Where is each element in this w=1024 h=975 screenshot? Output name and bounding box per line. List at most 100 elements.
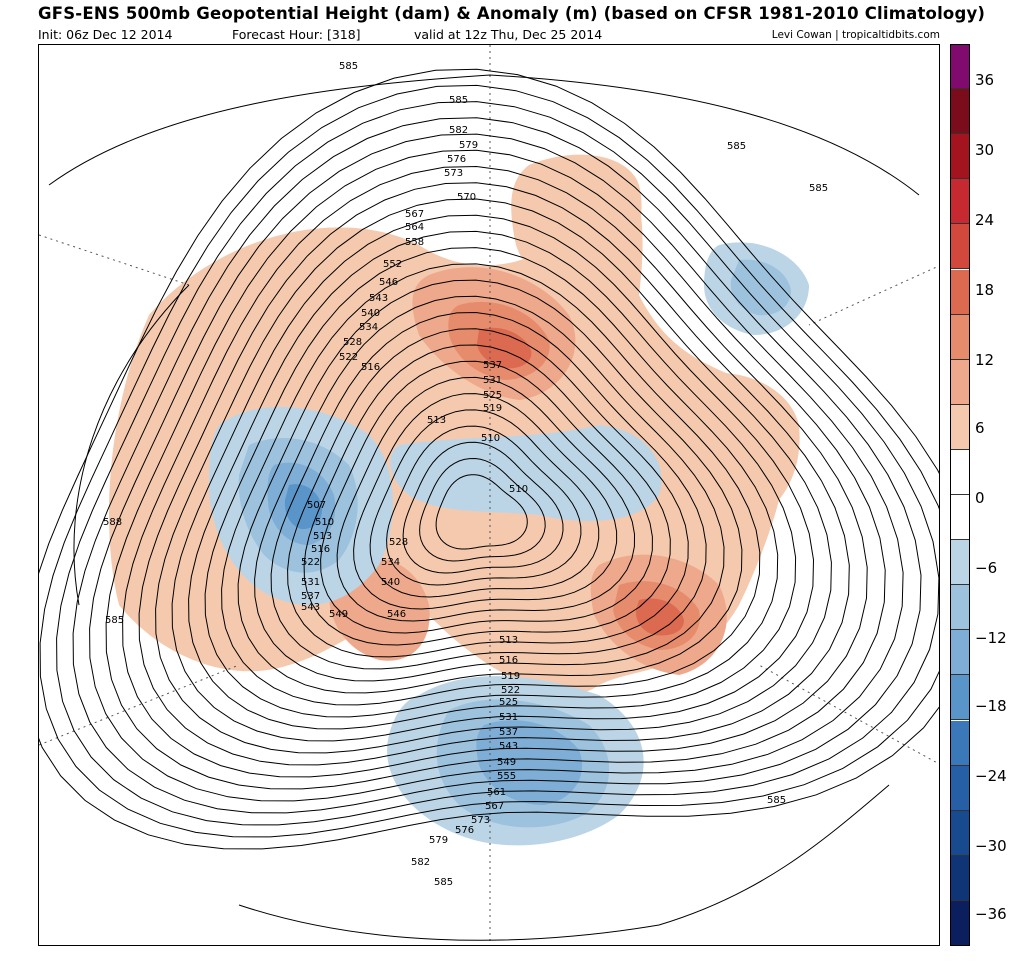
height-contour (72, 117, 922, 814)
contour-label: 582 (411, 857, 430, 868)
contour-label: 549 (497, 757, 516, 768)
colorbar-segment (950, 89, 970, 135)
contour-label: 519 (483, 403, 502, 414)
anomaly-negative (476, 720, 583, 805)
colorbar-segment (950, 630, 970, 676)
colorbar-segment (950, 449, 970, 495)
contour-label: 516 (499, 655, 518, 666)
height-contour (320, 360, 653, 634)
colorbar-label: 24 (975, 211, 995, 229)
colorbar-label: 30 (975, 141, 995, 159)
credit: Levi Cowan | tropicaltidbits.com (771, 29, 940, 41)
colorbar-segment (950, 900, 970, 946)
contour-label: 585 (449, 95, 468, 106)
height-contour (303, 344, 671, 646)
height-contour (171, 214, 815, 742)
contour-label: 513 (427, 415, 446, 426)
colorbar-label: −6 (975, 559, 998, 577)
colorbar-segment (950, 404, 970, 450)
contour-label: 564 (405, 222, 424, 233)
colorbar-label: −24 (975, 767, 1007, 785)
height-contour (336, 376, 636, 622)
contour-label: 525 (499, 697, 518, 708)
colorbar-label: −36 (975, 905, 1007, 923)
contour-label: 549 (329, 609, 348, 620)
height-contour (155, 198, 832, 754)
contour-label: 531 (499, 712, 518, 723)
map-panel: 585 585 582 579 576 573 570 567 564 558 552 546 543 5… (38, 44, 940, 946)
height-contour (122, 165, 868, 778)
contour-label: 585 (339, 61, 358, 72)
contour-label: 543 (301, 602, 320, 613)
forecast-hour: Forecast Hour: [318] (232, 27, 361, 42)
contour-label: 543 (369, 293, 388, 304)
contour-label: 540 (361, 308, 380, 319)
contour-label: 528 (389, 537, 408, 548)
height-contour (39, 84, 939, 838)
contour-labels: 5855855825795765735705675645585525465435… (103, 61, 828, 888)
height-contour (270, 311, 707, 670)
contour-label: 531 (301, 577, 320, 588)
contour-label: 537 (499, 727, 518, 738)
contour-label: 585 (434, 877, 453, 888)
contour-label: 561 (487, 787, 506, 798)
contour-label: 540 (381, 577, 400, 588)
colorbar-segment (950, 134, 970, 180)
colorbar-segment (950, 765, 970, 811)
contour-label: 555 (497, 771, 516, 782)
colorbar-label: −18 (975, 697, 1007, 715)
contour-label: 537 (301, 591, 320, 602)
contour-label: 567 (485, 801, 504, 812)
valid-time: valid at 12z Thu, Dec 25 2014 (414, 27, 603, 42)
contour-label: 576 (447, 154, 466, 165)
height-contour (221, 263, 761, 706)
colorbar-label: 18 (975, 281, 995, 299)
anomaly-negative (390, 425, 662, 521)
anomaly-positive (477, 327, 532, 369)
height-contour (287, 328, 689, 658)
contour-label: 513 (499, 635, 518, 646)
contour-label: 510 (509, 484, 528, 495)
height-contour (353, 393, 618, 610)
contour-label: 567 (405, 209, 424, 220)
height-contour (237, 279, 743, 694)
contour-label: 573 (471, 815, 490, 826)
contour-label: 537 (483, 360, 502, 371)
contour-label: 513 (313, 531, 332, 542)
contour-label: 519 (501, 671, 520, 682)
contour-label: 582 (449, 125, 468, 136)
colorbar-segment (950, 810, 970, 856)
height-contour (369, 409, 600, 598)
anomaly-colorbar (950, 44, 970, 946)
hemispheric-map: 5855855825795765735705675645585525465435… (39, 45, 939, 945)
contour-label: 522 (301, 557, 320, 568)
height-contour (204, 247, 779, 718)
contour-label: 570 (457, 192, 476, 203)
height-contour (39, 68, 939, 850)
contour-label: 558 (405, 237, 424, 248)
height-contour (188, 230, 797, 730)
height-contour (419, 457, 546, 562)
colorbar-segment (950, 314, 970, 360)
contour-label: 510 (315, 517, 334, 528)
height-contour (48, 74, 920, 196)
colorbar-segment (950, 540, 970, 586)
contour-label: 585 (809, 183, 828, 194)
contour-label: 585 (105, 615, 124, 626)
height-contour (238, 784, 890, 941)
contour-label: 579 (459, 140, 478, 151)
contour-label: 579 (429, 835, 448, 846)
colorbar-segment (950, 855, 970, 901)
colorbar-segment (950, 720, 970, 766)
colorbar-segment (950, 675, 970, 721)
colorbar-segment (950, 44, 970, 90)
height-contour (402, 441, 564, 574)
colorbar-label: 6 (975, 419, 985, 437)
contour-label: 528 (343, 337, 362, 348)
height-contour (56, 101, 939, 826)
contour-label: 525 (483, 390, 502, 401)
contour-label: 507 (307, 500, 326, 511)
contour-label: 585 (727, 141, 746, 152)
contour-label: 534 (381, 557, 400, 568)
contour-label: 510 (481, 433, 500, 444)
